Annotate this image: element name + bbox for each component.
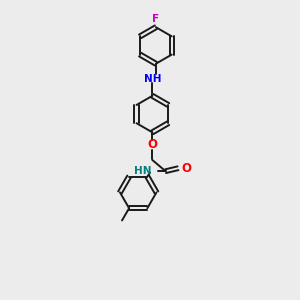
- Text: HN: HN: [134, 166, 152, 176]
- Text: O: O: [182, 162, 191, 175]
- Text: F: F: [152, 14, 160, 24]
- Text: NH: NH: [144, 74, 161, 84]
- Text: O: O: [147, 138, 158, 151]
